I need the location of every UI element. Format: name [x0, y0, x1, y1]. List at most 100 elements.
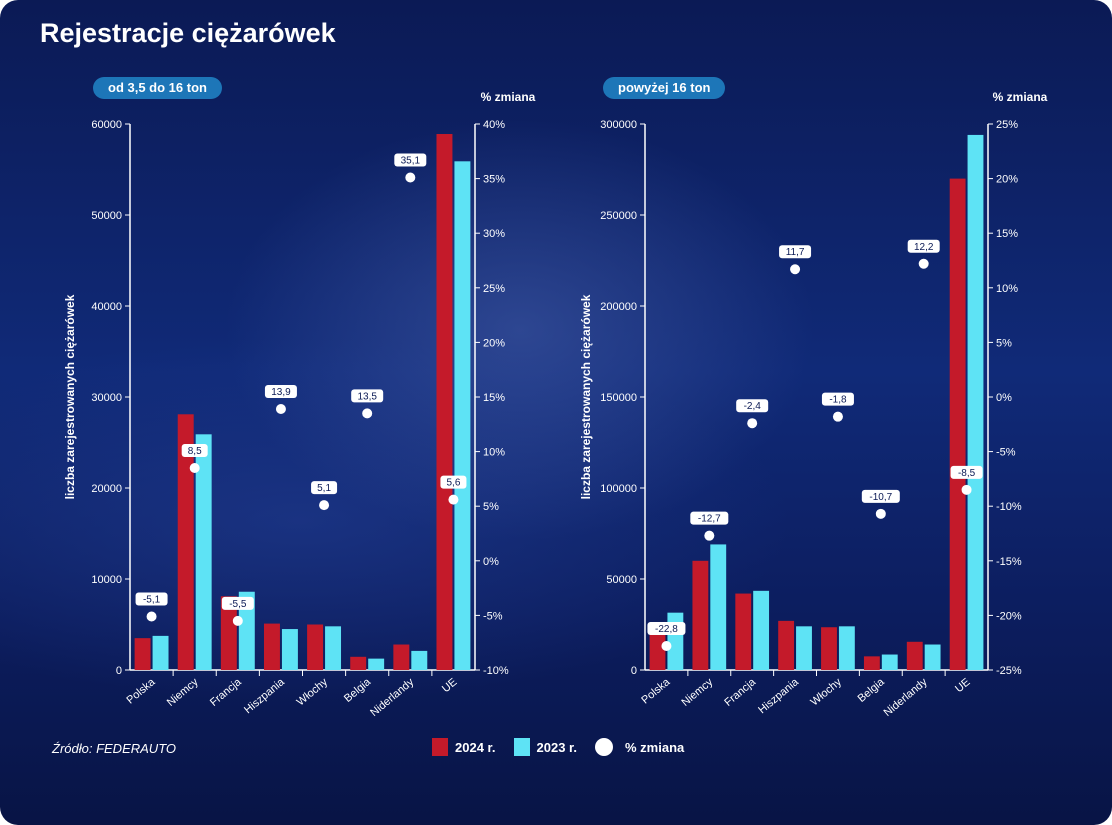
panel1-y2-tick-label: 35%	[483, 174, 505, 186]
panel2-change-label: 12,2	[914, 242, 934, 253]
panel2-change-label-bg	[647, 621, 686, 635]
panel2-change-point	[790, 264, 801, 275]
legend-label-change: % zmiana	[625, 739, 685, 755]
panel2-y-axis-title: liczba zarejestrowanych ciężarówek	[579, 294, 593, 499]
panel2-y2-tick-label: -5%	[996, 447, 1016, 459]
panel1-change-label: 13,9	[271, 387, 291, 398]
panel2-change-label: -1,8	[829, 395, 847, 406]
panel1-x-tick-label: Belgia	[342, 676, 374, 705]
panel2-change-label: -8,5	[958, 468, 976, 479]
legend-swatch-2024	[432, 738, 448, 756]
panel2-change-label: 11,7	[786, 247, 805, 258]
panel2-bar-2023	[838, 626, 855, 670]
panel2-y-tick-label: 250000	[600, 210, 637, 222]
panel1-x-tick-label: Hiszpania	[242, 676, 287, 717]
panel2-x-tick-label: Polska	[639, 676, 673, 707]
panel1-y-tick-label: 50000	[91, 210, 122, 222]
panel2-x-tick-label: Belgia	[856, 676, 888, 705]
panel1-y2-axis-title: % zmiana	[481, 90, 536, 104]
source-note: Źródło: FEDERAUTO	[52, 741, 177, 756]
panel1-change-label-bg	[181, 443, 208, 457]
panel1-bar-2023	[238, 591, 255, 670]
panel2-y-tick-label: 50000	[606, 574, 637, 586]
panel2-bar-2023	[796, 626, 812, 670]
panel1-bar-2024	[263, 623, 280, 670]
panel1-x-tick-label: Niemcy	[165, 676, 201, 709]
panel1-change-point	[275, 404, 286, 415]
panel1-change-label-bg	[221, 596, 254, 610]
panel1-x-tick-label: Włochy	[295, 676, 331, 709]
panel2-change-point	[661, 640, 672, 651]
panel2-bar-2023	[753, 590, 770, 670]
panel1-change-label: 5,1	[317, 483, 331, 494]
panel1-change-label: 5,6	[446, 478, 460, 489]
panel1-bar-2023	[454, 161, 471, 670]
panel1-bar-2024	[134, 638, 151, 670]
panel1-change-label-bg	[351, 389, 384, 403]
panel2-bar-2024	[906, 641, 923, 670]
panel2-y2-tick-label: 25%	[996, 119, 1018, 131]
panel1-bar-2023	[325, 626, 342, 670]
panel2-bar-2024	[735, 593, 752, 670]
panel2-change-label-bg	[950, 465, 983, 479]
panel2-change-label: -2,4	[744, 401, 762, 412]
panel2-y2-tick-label: 5%	[996, 337, 1012, 349]
panel1-bar-2024	[393, 644, 410, 670]
legend: 2024 r. 2023 r. % zmiana	[432, 738, 702, 756]
panel1-change-label: -5,5	[229, 599, 247, 610]
panel1-y2-tick-label: 15%	[483, 392, 505, 404]
panel1-change-label-bg	[135, 592, 168, 606]
panel2-y-tick-label: 150000	[600, 392, 637, 404]
panel1-y2-tick-label: -10%	[483, 665, 509, 677]
panel2-y-tick-label: 300000	[600, 119, 637, 131]
panel1-x-tick-label: Niderlandy	[368, 676, 416, 719]
panel1-x-tick-label: UE	[440, 676, 459, 695]
panel1-y2-tick-label: 20%	[483, 337, 505, 349]
panel1-change-label-bg	[264, 385, 297, 399]
panel1-change-point	[405, 172, 416, 183]
panel1-change-point	[232, 615, 243, 626]
panel2-change-point	[832, 411, 843, 422]
panel1-bar-2024	[307, 624, 324, 670]
panel2-bar-2024	[692, 560, 709, 670]
legend-item-2024: 2024 r.	[432, 738, 496, 756]
panel1-x-tick-label: Francja	[208, 676, 244, 709]
panel1-label: od 3,5 do 16 ton	[93, 77, 222, 99]
panel2-change-label-bg	[779, 245, 812, 259]
panel2-bar-2023	[710, 544, 727, 670]
panel2-bar-2024	[949, 178, 966, 670]
panel2-y2-tick-label: 10%	[996, 283, 1018, 295]
panel1-change-point	[448, 494, 459, 505]
panel2-bar-2024	[821, 627, 837, 670]
legend-dot-change	[595, 738, 613, 756]
panel1-y-tick-label: 30000	[91, 392, 122, 404]
panel1-y2-tick-label: 30%	[483, 228, 505, 240]
panel1-bar-2024	[350, 656, 367, 670]
panel2-y-tick-label: 100000	[600, 483, 637, 495]
panel1-y2-tick-label: 0%	[483, 556, 499, 568]
panel2-change-label-bg	[861, 489, 900, 503]
panel1-bar-2024	[220, 596, 237, 670]
panel2-change-point	[918, 258, 929, 269]
panel1-bar-2024	[177, 414, 194, 670]
panel1-bar-2024	[436, 134, 453, 670]
panel2-y2-tick-label: -25%	[996, 665, 1022, 677]
panel1-bar-2023	[281, 629, 298, 670]
panel1-change-point	[146, 611, 157, 622]
panel1-y2-tick-label: 5%	[483, 501, 499, 513]
panel2-x-tick-label: Niderlandy	[882, 676, 930, 719]
panel2-change-point	[704, 530, 715, 541]
panel1-change-label: 35,1	[401, 156, 421, 167]
panel2-y2-tick-label: 0%	[996, 392, 1012, 404]
panel2-x-tick-label: UE	[953, 676, 972, 695]
panel2-change-point	[961, 484, 972, 495]
panel1-y-axis-title: liczba zarejestrowanych ciężarówek	[63, 294, 77, 499]
panel1-change-label: 13,5	[357, 391, 377, 402]
panel1-change-point	[362, 408, 373, 419]
panel1-bar-2023	[195, 434, 212, 670]
panel2-change-label-bg	[907, 239, 940, 253]
panel2-bar-2024	[778, 620, 795, 670]
panel1-change-label: 8,5	[188, 446, 202, 457]
